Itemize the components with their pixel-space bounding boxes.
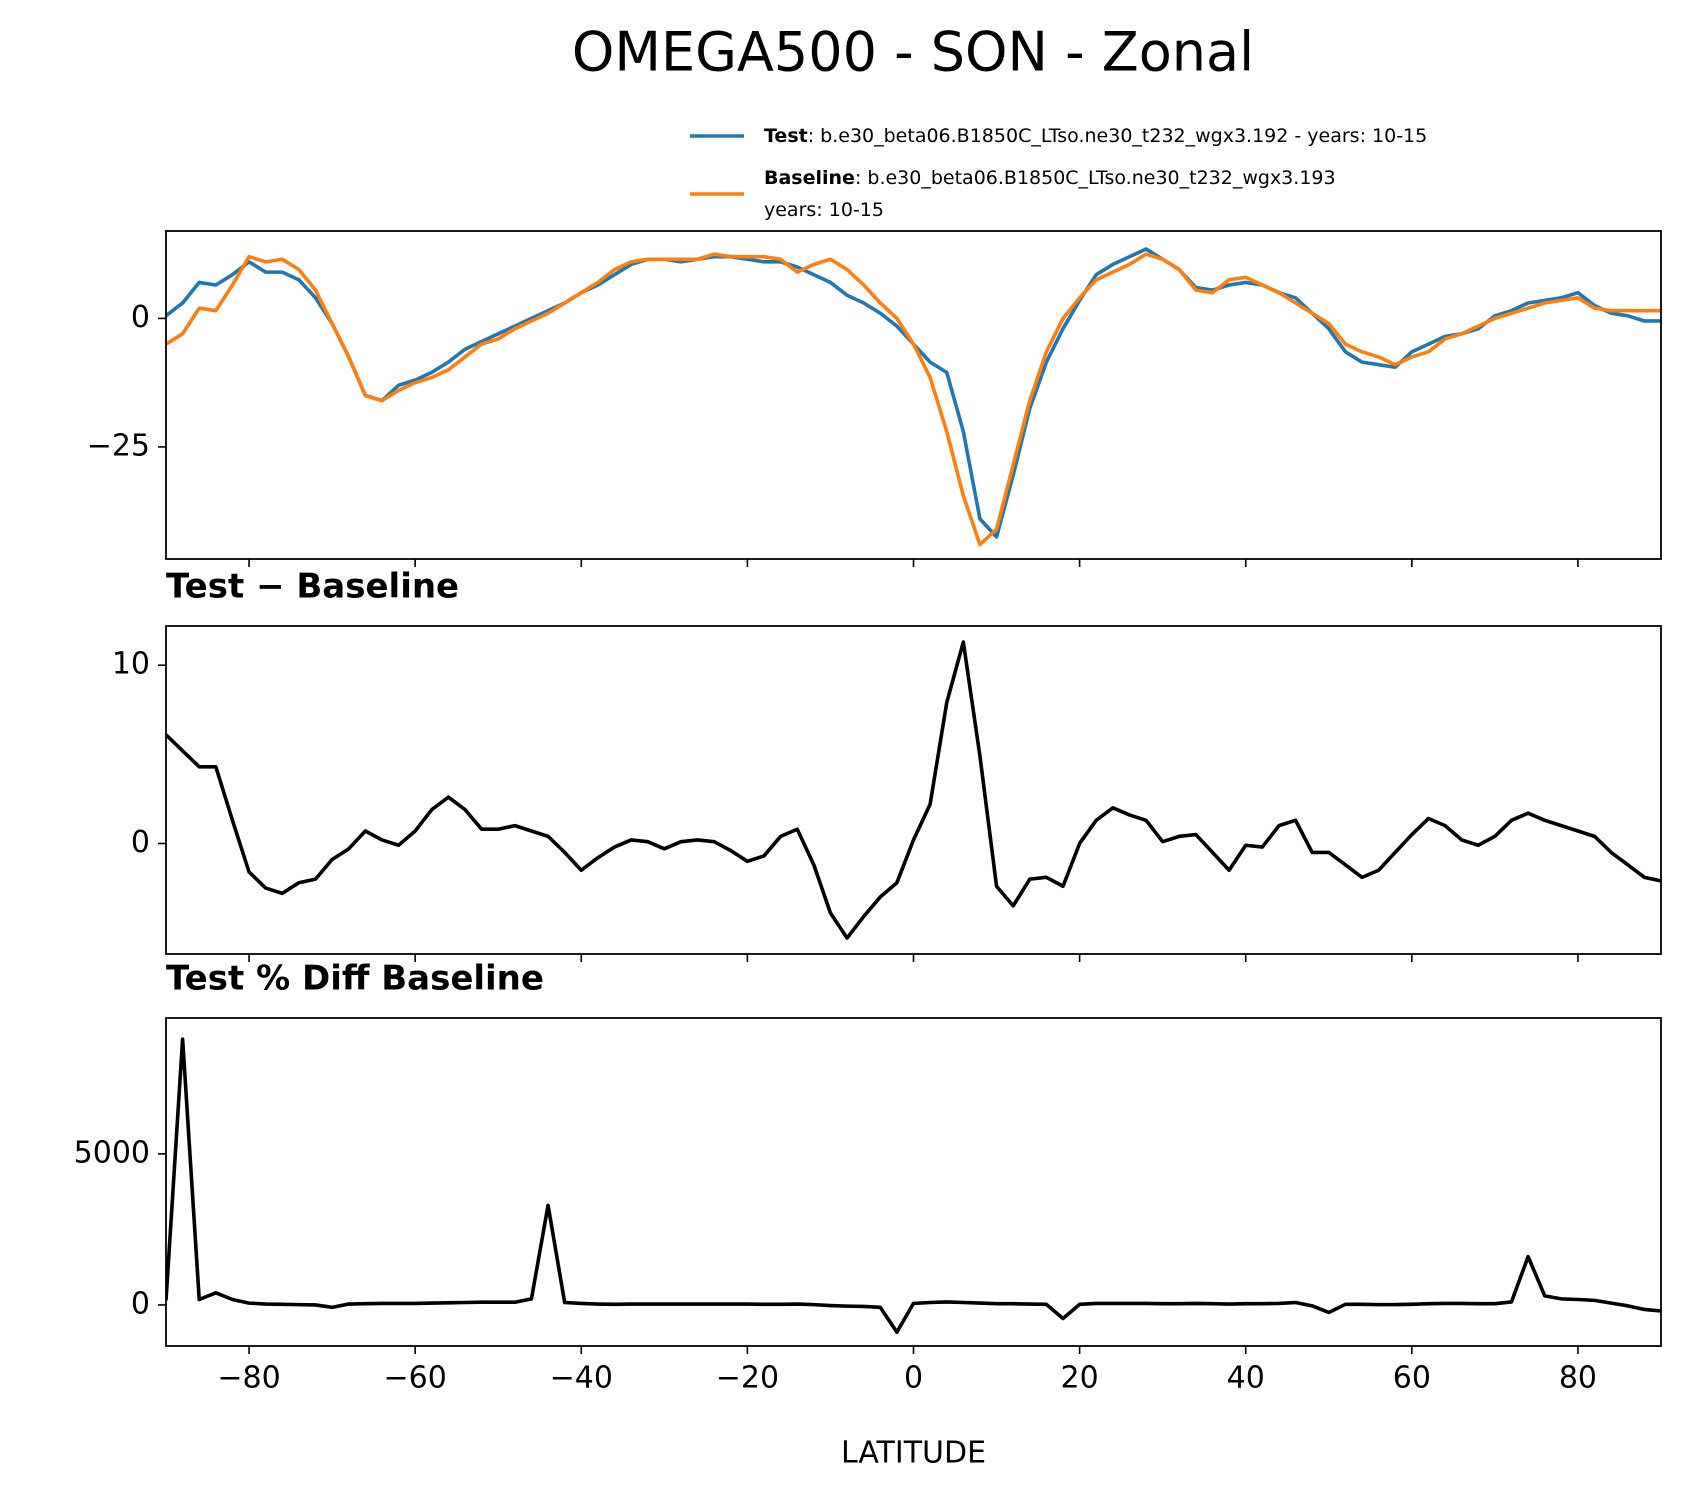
x-tick-label: 0 (904, 1361, 923, 1396)
legend-name: Test (764, 125, 808, 147)
y-tick-label: 10 (112, 647, 150, 682)
axes-frame (165, 1017, 1662, 1347)
legend-text: years: 10-15 (764, 199, 884, 221)
x-tick-label: −40 (550, 1361, 613, 1396)
legend-name: Baseline (764, 167, 855, 189)
x-tick-label: 40 (1227, 1361, 1265, 1396)
y-tick-label: 5000 (74, 1135, 150, 1170)
legend-text: : b.e30_beta06.B1850C_LTso.ne30_t232_wgx… (808, 125, 1428, 147)
figure-title: OMEGA500 - SON - Zonal (572, 21, 1254, 84)
panel-title: Test − Baseline (166, 567, 459, 607)
x-tick-label: −80 (217, 1361, 280, 1396)
x-tick-label: −60 (384, 1361, 447, 1396)
x-tick-label: 80 (1559, 1361, 1597, 1396)
y-tick-label: −25 (87, 428, 150, 463)
data-line (166, 1037, 1661, 1334)
x-tick-label: −20 (716, 1361, 779, 1396)
data-line (166, 252, 1661, 547)
legend-label: years: 10-15 (764, 199, 884, 221)
y-tick-label: 0 (131, 300, 150, 335)
y-tick-label: 0 (131, 825, 150, 860)
x-axis-label: LATITUDE (841, 1436, 986, 1471)
x-tick-label: 20 (1061, 1361, 1099, 1396)
y-tick-label: 0 (131, 1286, 150, 1321)
legend-label: Test: b.e30_beta06.B1850C_LTso.ne30_t232… (764, 125, 1427, 147)
axes-frame (165, 230, 1662, 560)
x-tick-label: 60 (1393, 1361, 1431, 1396)
panel-title: Test % Diff Baseline (166, 959, 544, 999)
legend-text: : b.e30_beta06.B1850C_LTso.ne30_t232_wgx… (855, 167, 1336, 189)
axes-frame (165, 625, 1662, 955)
data-line (166, 640, 1661, 940)
legend-label: Baseline: b.e30_beta06.B1850C_LTso.ne30_… (764, 167, 1336, 189)
